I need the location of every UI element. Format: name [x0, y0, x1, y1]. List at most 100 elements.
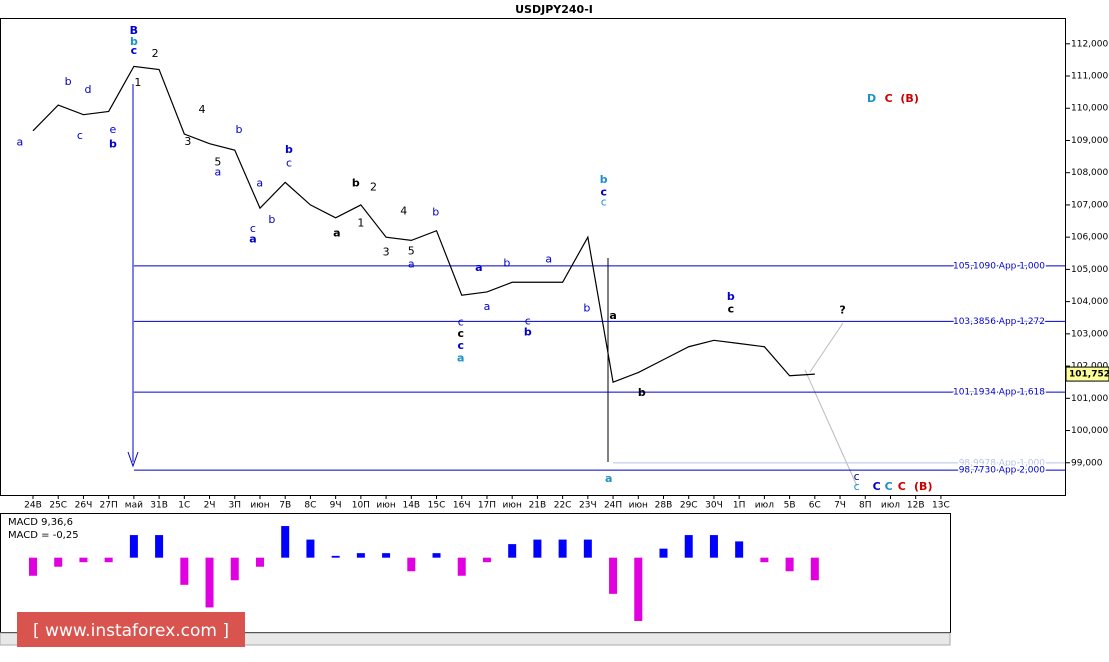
- wave-label: b: [130, 35, 138, 48]
- x-tick-label: 9Ч: [330, 501, 342, 511]
- macd-bar: [785, 557, 794, 572]
- x-tick-label: 30Ч: [705, 501, 723, 511]
- macd-bar: [533, 539, 542, 558]
- wave-label: a: [545, 253, 552, 266]
- wave-label: b: [524, 326, 532, 339]
- x-tick-label: июн: [503, 501, 522, 511]
- level-label: 105,1090 App 1,000: [953, 261, 1045, 271]
- wave-label: c: [854, 480, 860, 493]
- x-tick-label: 24В: [24, 501, 42, 511]
- y-tick-label: 104,000: [1071, 297, 1108, 307]
- x-tick-label: 23Ч: [579, 501, 597, 511]
- x-tick-label: 29С: [680, 501, 698, 511]
- wave-label: 3: [383, 246, 390, 259]
- macd-bar: [760, 557, 769, 563]
- wave-label: a: [17, 136, 24, 149]
- macd-bar: [331, 555, 340, 558]
- watermark-box: [17, 612, 245, 647]
- x-tick-label: июл: [881, 501, 900, 511]
- wave-label: c: [458, 316, 464, 329]
- wave-label: c: [525, 315, 531, 328]
- macd-bar: [230, 557, 239, 581]
- wave-label: a: [249, 233, 256, 246]
- wave-label: b: [236, 123, 243, 136]
- x-tick-label: 22С: [554, 501, 572, 511]
- x-tick-label: 27П: [100, 501, 118, 511]
- wave-label: a: [214, 166, 221, 179]
- wave-label: C: [885, 480, 893, 493]
- y-tick-label: 111,000: [1071, 72, 1108, 82]
- x-tick-label: июн: [376, 501, 395, 511]
- wave-label: c: [457, 327, 464, 340]
- wave-label: d: [84, 83, 91, 96]
- level-label: 98,7730 App 2,000: [959, 466, 1046, 476]
- x-tick-label: июн: [629, 501, 648, 511]
- wave-label: b: [268, 213, 275, 226]
- macd-bar: [129, 535, 138, 558]
- wave-label: c: [728, 303, 735, 316]
- wave-label: c: [250, 222, 256, 235]
- wave-label: a: [484, 300, 491, 313]
- wave-label: C: [873, 480, 881, 493]
- wave-label: (B): [914, 480, 932, 493]
- macd-bar: [609, 557, 618, 594]
- x-tick-label: 12В: [907, 501, 925, 511]
- macd-axis: [1066, 513, 1109, 633]
- macd-bar: [356, 553, 365, 558]
- wave-label: c: [77, 129, 83, 142]
- watermark: [ www.instaforex.com ]: [17, 612, 245, 647]
- macd-bar: [457, 557, 466, 576]
- wave-label: 4: [198, 103, 205, 116]
- macd-title: MACD 9,36,6: [8, 517, 73, 528]
- y-tick-label: 112,000: [1071, 39, 1108, 49]
- level-label: 101,1934 App 1,618: [953, 388, 1045, 398]
- x-tick-label: июн: [250, 501, 269, 511]
- wave-label: ?: [839, 304, 845, 317]
- x-tick-label: 26Ч: [75, 501, 93, 511]
- y-tick-label: 108,000: [1071, 168, 1108, 178]
- macd-bar: [508, 544, 517, 558]
- wave-label: 1: [134, 76, 141, 89]
- price-line: [32, 65, 815, 384]
- x-tick-label: 28В: [655, 501, 673, 511]
- x-tick-label: 8С: [304, 501, 316, 511]
- wave-label: a: [408, 258, 415, 271]
- level-label: 103,3856 App 1,272: [953, 317, 1045, 327]
- x-tick-label: 24П: [604, 501, 622, 511]
- macd-bar: [29, 557, 37, 576]
- x-tick-label: 14В: [402, 501, 420, 511]
- wave-label: b: [583, 302, 590, 315]
- wave-label: D: [867, 92, 876, 105]
- macd-bar: [104, 557, 113, 563]
- wave-label: c: [854, 470, 860, 483]
- macd-bar: [155, 535, 164, 558]
- wave-label: a: [457, 352, 464, 365]
- wave-label: (B): [900, 92, 918, 105]
- x-tick-label: 7В: [279, 501, 291, 511]
- y-tick-label: 99,000: [1071, 458, 1103, 468]
- x-tick-label: 13С: [932, 501, 950, 511]
- y-tick-label: 103,000: [1071, 329, 1108, 339]
- wave-label: c: [457, 339, 464, 352]
- x-tick-label: май: [125, 501, 143, 511]
- current-price-box: [1065, 366, 1109, 382]
- macd-value: MACD = -0,25: [8, 530, 79, 541]
- watermark-text: [ www.instaforex.com ]: [33, 621, 229, 641]
- macd-bar: [255, 557, 264, 567]
- macd-bar: [583, 539, 592, 558]
- wave-label: b: [352, 177, 360, 190]
- y-tick-label: 101,000: [1071, 394, 1108, 404]
- wave-label: 1: [357, 217, 364, 230]
- wave-label: c: [286, 157, 292, 170]
- wave-label: a: [605, 472, 612, 485]
- macd-bar: [558, 539, 567, 558]
- wave-label: 2: [370, 181, 377, 194]
- wave-label: e: [110, 123, 117, 136]
- x-tick-label: 1П: [733, 501, 746, 511]
- arrow-head: [127, 451, 139, 468]
- macd-bar: [634, 557, 643, 621]
- x-tick-label: 21В: [529, 501, 547, 511]
- wave-label: b: [432, 206, 439, 219]
